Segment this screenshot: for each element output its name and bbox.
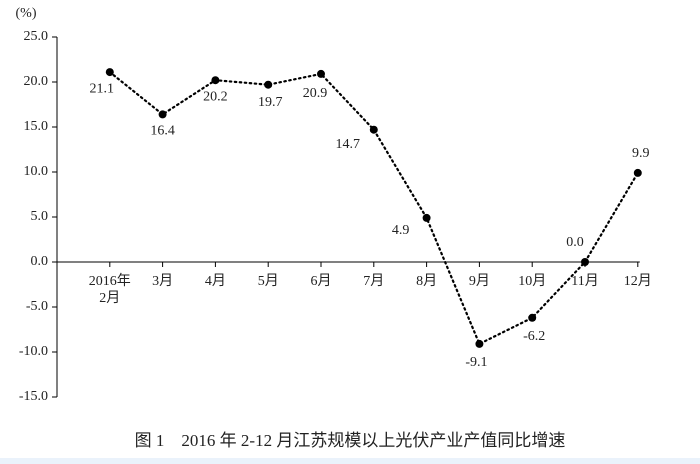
data-label: 16.4 [150, 124, 175, 139]
data-label: -9.1 [465, 355, 487, 370]
data-point [105, 68, 114, 77]
x-tick-label: 4月 [204, 274, 226, 289]
data-label: 0.0 [566, 235, 584, 250]
data-label: 14.7 [336, 137, 361, 152]
x-tick-label: 5月 [257, 274, 279, 289]
data-point [158, 110, 167, 119]
data-point [633, 168, 642, 177]
data-point [528, 313, 537, 322]
series-line [108, 70, 639, 346]
x-tick-label: 8月 [416, 274, 438, 289]
y-tick-label: -10.0 [19, 344, 48, 359]
data-point [475, 339, 484, 348]
data-point [211, 76, 220, 85]
y-tick-label: -15.0 [19, 389, 48, 404]
x-tick-label: 11月 [571, 274, 599, 289]
data-label: 19.7 [258, 95, 283, 110]
data-label: -6.2 [523, 329, 545, 344]
data-label: 20.2 [203, 89, 228, 104]
y-tick-label: 25.0 [24, 29, 49, 44]
y-tick-label: 10.0 [24, 164, 49, 179]
data-point [422, 213, 431, 222]
data-label: 4.9 [392, 223, 410, 238]
y-tick-label: 0.0 [31, 254, 49, 269]
y-tick-label: 5.0 [31, 209, 49, 224]
data-label: 21.1 [90, 81, 115, 96]
data-point [581, 258, 589, 266]
x-tick-label: 10月 [518, 274, 547, 289]
x-tick-label: 12月 [623, 274, 652, 289]
y-axis-label: (%) [16, 6, 37, 21]
y-tick-label: 15.0 [24, 119, 49, 134]
x-tick-label: 2016年2月 [88, 274, 131, 306]
x-tick-label: 7月 [363, 274, 385, 289]
data-label: 20.9 [303, 86, 328, 101]
data-label: 9.9 [632, 146, 650, 161]
x-tick-label: 3月 [152, 274, 174, 289]
bottom-band [0, 458, 700, 464]
data-point [264, 80, 273, 89]
chart-title: 图 1 2016 年 2-12 月江苏规模以上光伏产业产值同比增速 [134, 431, 566, 450]
data-point [369, 125, 378, 134]
y-tick-label: 20.0 [24, 74, 49, 89]
x-tick-label: 9月 [468, 274, 490, 289]
y-tick-label: -5.0 [26, 299, 48, 314]
chart: (%) -15.0 -10.0 -5.0 0.0 5.0 10.0 15.0 20.0 25.0… [16, 6, 650, 404]
x-tick-label: 6月 [310, 274, 332, 289]
data-point [317, 69, 325, 78]
